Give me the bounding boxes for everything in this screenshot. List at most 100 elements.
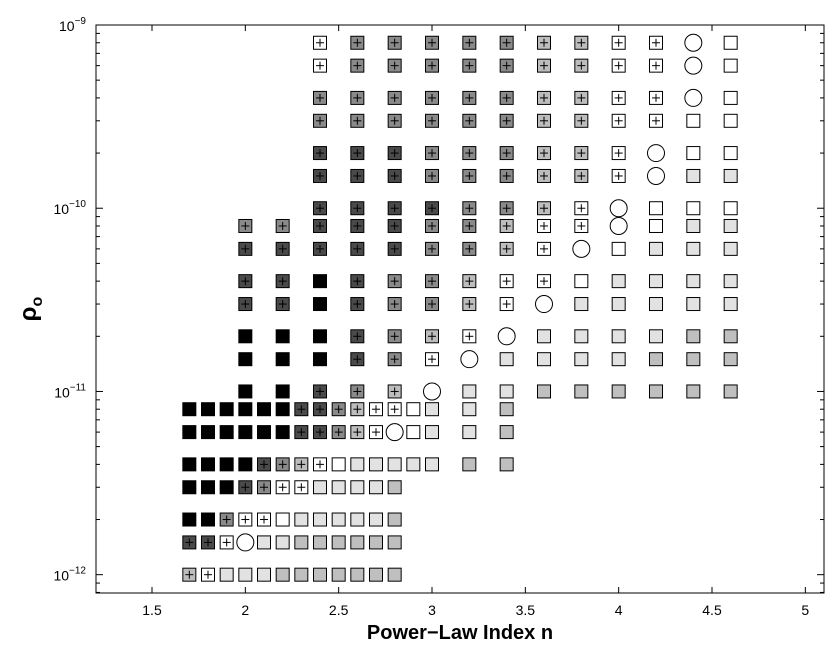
x-tick-label: 2 [241, 602, 249, 618]
data-point-square-plus [537, 218, 551, 233]
data-point-square-plus [238, 274, 253, 289]
data-point-square-plus [182, 535, 197, 550]
data-point-square [350, 512, 365, 527]
data-point-square-plus [499, 113, 514, 128]
data-point-square [350, 480, 365, 495]
data-point-circle [572, 239, 591, 258]
data-point-square-plus [462, 90, 477, 105]
data-point-square-plus [611, 35, 626, 50]
data-point-square [331, 480, 346, 495]
data-point-square-plus [294, 402, 309, 417]
data-point-circle [684, 88, 703, 107]
data-point-square-plus [574, 113, 589, 128]
data-point-square [369, 567, 383, 582]
data-point-circle [684, 56, 703, 75]
data-point-square-plus [350, 329, 365, 344]
data-point-square-plus [238, 241, 253, 256]
data-point-square-plus [499, 201, 514, 216]
data-point-square-plus [331, 425, 346, 440]
data-point-square [723, 35, 738, 50]
data-point-square-plus [537, 58, 551, 73]
data-point-square [182, 512, 197, 527]
data-point-square [462, 384, 477, 399]
data-point-square [462, 425, 477, 440]
data-point-square-plus [201, 535, 215, 550]
y-tick-label: 10−11 [54, 382, 86, 400]
data-point-square-plus [574, 58, 589, 73]
data-point-square [350, 567, 365, 582]
data-point-square [182, 402, 197, 417]
data-point-circle [236, 533, 255, 552]
data-point-square-plus [387, 58, 402, 73]
data-point-square [387, 480, 402, 495]
data-point-square-plus [313, 218, 327, 233]
data-point-square-plus [611, 146, 626, 161]
data-point-circle [385, 423, 404, 442]
data-point-square-plus [574, 201, 589, 216]
data-point-square [611, 274, 626, 289]
data-point-square [686, 297, 701, 312]
data-point-square-plus [313, 113, 327, 128]
data-point-circle [609, 216, 628, 235]
data-point-square-plus [425, 90, 439, 105]
data-point-square-plus [537, 35, 551, 50]
data-point-square [686, 352, 701, 367]
data-point-square-plus [574, 168, 589, 183]
data-point-square [723, 274, 738, 289]
x-tick-label: 3 [428, 602, 436, 618]
data-point-square [574, 384, 589, 399]
data-point-square [686, 113, 701, 128]
data-point-square [201, 480, 215, 495]
y-tick-labels: 10−12 10−11 10−10 10−9 [53, 16, 86, 584]
data-point-square-plus [462, 297, 477, 312]
data-point-square-plus [294, 457, 309, 472]
data-point-square [686, 218, 701, 233]
data-point-square [369, 512, 383, 527]
data-point-square [723, 297, 738, 312]
data-point-square [387, 535, 402, 550]
x-tick-label: 5 [801, 602, 809, 618]
data-point-square-plus [182, 567, 197, 582]
data-point-square-plus [350, 241, 365, 256]
data-point-square [406, 457, 421, 472]
data-point-square-plus [350, 218, 365, 233]
data-point-square-plus [219, 535, 234, 550]
data-point-square [238, 457, 253, 472]
data-point-square [238, 384, 253, 399]
data-point-square [201, 512, 215, 527]
data-point-square [369, 535, 383, 550]
data-point-square-plus [331, 402, 346, 417]
data-point-square [219, 425, 234, 440]
x-tick-label: 3.5 [516, 602, 536, 618]
data-point-square [313, 329, 327, 344]
data-point-square-plus [499, 58, 514, 73]
data-point-square [350, 457, 365, 472]
data-point-square-plus [425, 218, 439, 233]
data-point-square-plus [350, 425, 365, 440]
data-point-square [406, 425, 421, 440]
data-point-square-plus [425, 201, 439, 216]
data-point-square-plus [313, 168, 327, 183]
data-point-square [537, 329, 551, 344]
data-point-square [425, 425, 439, 440]
data-point-square [686, 168, 701, 183]
data-point-circle [684, 33, 703, 52]
data-point-square [686, 241, 701, 256]
data-point-square-plus [499, 168, 514, 183]
data-point-square [611, 297, 626, 312]
data-point-square-plus [257, 512, 271, 527]
data-point-square-plus [350, 384, 365, 399]
data-point-square-plus [350, 297, 365, 312]
data-point-square-plus [313, 146, 327, 161]
data-point-square [649, 384, 663, 399]
data-point-square-plus [425, 146, 439, 161]
data-point-square [387, 457, 402, 472]
data-point-square [723, 146, 738, 161]
data-point-square [201, 457, 215, 472]
data-point-circle [647, 144, 665, 163]
data-point-square [387, 512, 402, 527]
data-point-square [275, 352, 290, 367]
data-point-square [649, 241, 663, 256]
y-tick-label: 10−12 [53, 566, 86, 584]
data-point-square [294, 512, 309, 527]
